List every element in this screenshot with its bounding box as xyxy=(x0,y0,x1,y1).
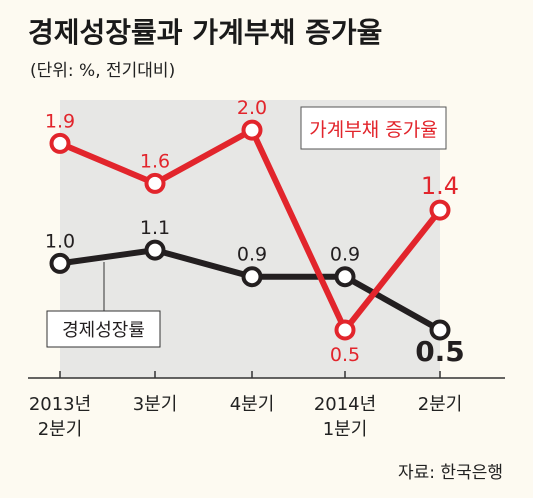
debt-data-point xyxy=(334,319,356,341)
chart-title: 경제성장률과 가계부채 증가율 xyxy=(28,16,382,49)
debt-value-label: 2.0 xyxy=(237,97,267,119)
debt-value-label: 1.6 xyxy=(140,150,170,172)
debt-legend-box xyxy=(300,106,447,150)
x-axis-tick-label: 1분기 xyxy=(323,419,368,440)
x-axis-ticks xyxy=(59,371,441,378)
x-axis-tick-label: 4분기 xyxy=(230,394,275,415)
growth-data-point xyxy=(144,239,166,261)
growth-legend-label: 경제성장률 xyxy=(62,320,145,341)
x-axis-tick-label: 2014년 xyxy=(314,394,376,415)
growth-legend-box xyxy=(46,310,161,348)
source-note: 자료: 한국은행 xyxy=(398,463,503,483)
growth-value-label: 0.9 xyxy=(330,244,360,266)
growth-value-label: 1.1 xyxy=(140,217,170,239)
debt-value-label: 1.9 xyxy=(45,110,75,132)
debt-data-point xyxy=(429,199,451,221)
debt-value-label: 1.4 xyxy=(421,172,459,200)
growth-value-label: 0.5 xyxy=(415,335,465,368)
growth-legend: 경제성장률 xyxy=(46,310,161,348)
debt-legend: 가계부채 증가율 xyxy=(300,106,447,150)
x-axis-tick-label: 2분기 xyxy=(38,419,83,440)
chart-marks: 1.9 1.6 2.0 0.5 1.4 1.0 1.1 0.9 0.9 0.5 xyxy=(45,97,465,368)
growth-data-point xyxy=(429,319,451,341)
x-axis-tick-label: 2013년 xyxy=(29,394,91,415)
x-axis-tick-label: 3분기 xyxy=(133,394,178,415)
growth-value-label: 0.9 xyxy=(237,244,267,266)
growth-data-point xyxy=(334,266,356,288)
x-axis-labels: 2013년 2분기 3분기 4분기 2014년 1분기 2분기 xyxy=(29,394,462,440)
debt-data-point xyxy=(144,172,166,194)
x-axis-tick-label: 2분기 xyxy=(418,394,463,415)
growth-data-point xyxy=(49,252,71,274)
debt-data-point xyxy=(49,132,71,154)
debt-value-label: 0.5 xyxy=(330,344,360,366)
debt-legend-label: 가계부채 증가율 xyxy=(309,119,437,141)
growth-value-label: 1.0 xyxy=(45,230,75,252)
chart-subtitle: (단위: %, 전기대비) xyxy=(30,61,175,81)
growth-data-point xyxy=(241,266,263,288)
debt-data-point xyxy=(241,119,263,141)
